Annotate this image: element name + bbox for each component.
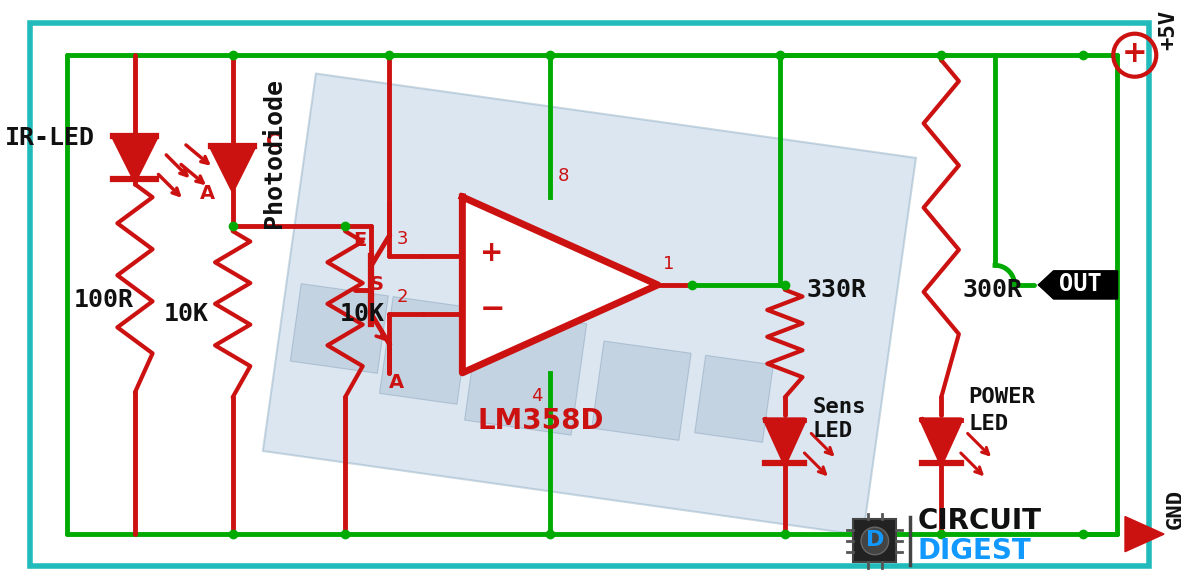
- Bar: [854, 520, 896, 563]
- Text: POWER: POWER: [968, 387, 1036, 407]
- Text: +5V: +5V: [1159, 10, 1177, 50]
- Text: A: A: [200, 184, 215, 204]
- Text: +: +: [479, 238, 503, 267]
- Text: LED: LED: [968, 414, 1009, 434]
- Bar: [592, 341, 691, 440]
- Polygon shape: [113, 136, 156, 179]
- Text: 10K: 10K: [340, 302, 385, 326]
- Text: Sens: Sens: [813, 397, 866, 417]
- Text: 2: 2: [397, 288, 409, 306]
- Bar: [464, 309, 587, 435]
- Text: −: −: [479, 295, 505, 324]
- Circle shape: [861, 527, 888, 554]
- Bar: [694, 356, 774, 443]
- Text: D: D: [866, 530, 885, 550]
- Polygon shape: [765, 420, 804, 463]
- Text: 4: 4: [530, 386, 542, 404]
- Text: Photodiode: Photodiode: [262, 78, 286, 228]
- Text: CIRCUIT: CIRCUIT: [918, 507, 1042, 535]
- Polygon shape: [463, 197, 658, 373]
- Text: 8: 8: [559, 167, 569, 185]
- Text: C: C: [266, 132, 280, 151]
- Text: 3: 3: [397, 230, 409, 248]
- Text: E: E: [353, 231, 366, 251]
- Bar: [379, 296, 470, 404]
- Text: 100R: 100R: [73, 288, 133, 311]
- Text: A: A: [390, 373, 404, 392]
- Text: IR-LED: IR-LED: [5, 126, 94, 150]
- Polygon shape: [211, 146, 254, 189]
- Text: GND: GND: [1166, 489, 1181, 529]
- Text: +: +: [1122, 39, 1148, 68]
- Bar: [291, 284, 389, 374]
- Polygon shape: [1039, 271, 1117, 299]
- Polygon shape: [921, 420, 961, 463]
- Text: 300R: 300R: [963, 278, 1023, 302]
- Text: LM358D: LM358D: [477, 407, 603, 435]
- Text: LED: LED: [813, 422, 853, 441]
- Text: 1: 1: [663, 255, 674, 273]
- Text: 330R: 330R: [807, 278, 867, 302]
- Text: S: S: [370, 276, 384, 295]
- Text: 10K: 10K: [163, 302, 208, 326]
- Polygon shape: [1125, 517, 1164, 552]
- Text: DIGEST: DIGEST: [918, 537, 1031, 565]
- Bar: [263, 74, 916, 535]
- Text: OUT: OUT: [1058, 272, 1102, 296]
